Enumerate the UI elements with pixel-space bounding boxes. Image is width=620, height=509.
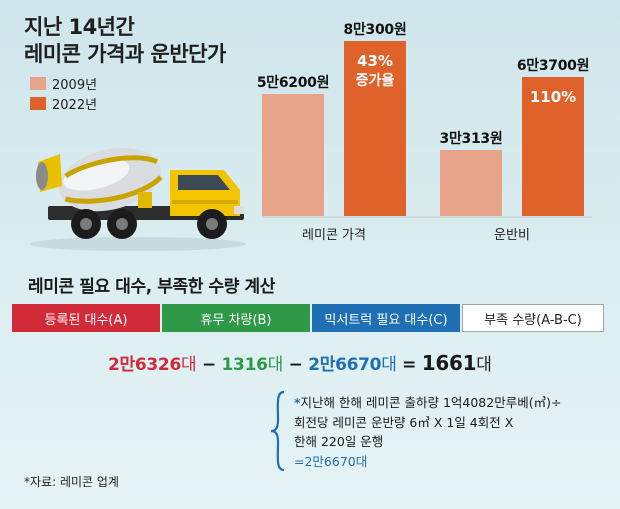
box-shortage: 부족 수량(A-B-C) [462,304,604,332]
eq-result-unit: 대 [476,355,492,375]
eq-result-value: 1661 [421,351,477,375]
note-line-3: 한해 220일 운행 [294,434,384,449]
eq-registered-value: 2만6326 [108,355,181,375]
legend-label-2009: 2009년 [52,78,98,93]
eq-required-unit: 대 [381,355,397,375]
data-label-transport-2009: 3만313원 [439,130,503,147]
eq-idle-value: 1316 [221,355,268,375]
chart-baseline [262,216,592,218]
increase-pct-transport: 110% [529,88,577,107]
bar-transport-2009 [440,149,502,216]
bar-transport-2022 [522,77,584,216]
bar-chart: 5만6200원 8만300원 3만313원 6만3700원 43% 증가율 11… [256,22,592,243]
note-star: * [294,395,301,410]
legend-swatch-2009 [30,77,46,90]
category-label-transport: 운반비 [494,228,530,243]
legend-item-2009: 2009년 [30,74,97,93]
eq-idle-unit: 대 [267,355,284,375]
increase-label-transport: 110% [530,87,576,107]
title-line-2: 레미콘 가격과 운반단가 [24,42,226,66]
chart-title: 지난 14년간 레미콘 가격과 운반단가 [24,14,226,68]
increase-label-price: 43% 증가율 [356,51,395,91]
calc-note: *지난해 한해 레미콘 출하량 1억4082만루베(㎥)÷ 회전당 레미콘 운반… [294,393,561,471]
eq-registered-unit: 대 [180,355,197,375]
legend-swatch-2022 [30,97,46,110]
legend-item-2022: 2022년 [30,94,97,113]
legend-label-2022: 2022년 [52,98,98,113]
calc-equation: 2만6326대 − 1316대 − 2만6670대 = 1661대 [108,350,492,375]
eq-minus-1: − [201,355,216,375]
eq-required-value: 2만6670 [308,355,382,375]
increase-sub-price: 증가율 [355,73,395,90]
mixer-truck-illustration [30,147,246,251]
calc-section-title: 레미콘 필요 대수, 부족한 수량 계산 [28,277,276,297]
box-required: 믹서트럭 필요 대수(C) [312,304,460,332]
data-label-transport-2022: 6만3700원 [516,58,590,75]
bar-price-2009 [262,93,324,216]
increase-pct-price: 43% [357,52,393,71]
box-idle: 휴무 차량(B) [162,304,310,332]
title-line-1: 지난 14년간 [24,15,135,39]
eq-minus-2: − [288,355,303,375]
note-line-1: 지난해 한해 레미콘 출하량 1억4082만루베(㎥)÷ [300,395,562,410]
bar-price-2022 [344,41,406,216]
note-line-2: 회전당 레미콘 운반량 6㎥ X 1일 4회전 X [294,414,514,430]
data-label-price-2009: 5만6200원 [256,74,330,91]
category-label-price: 레미콘 가격 [302,228,366,243]
box-registered: 등록된 대수(A) [12,304,160,332]
eq-equals: = [402,355,417,375]
data-label-price-2022: 8만300원 [343,22,407,39]
note-brace [270,390,285,472]
source-note: *자료: 레미콘 업계 [24,475,119,489]
note-line-4: =2만6670대 [294,453,368,469]
